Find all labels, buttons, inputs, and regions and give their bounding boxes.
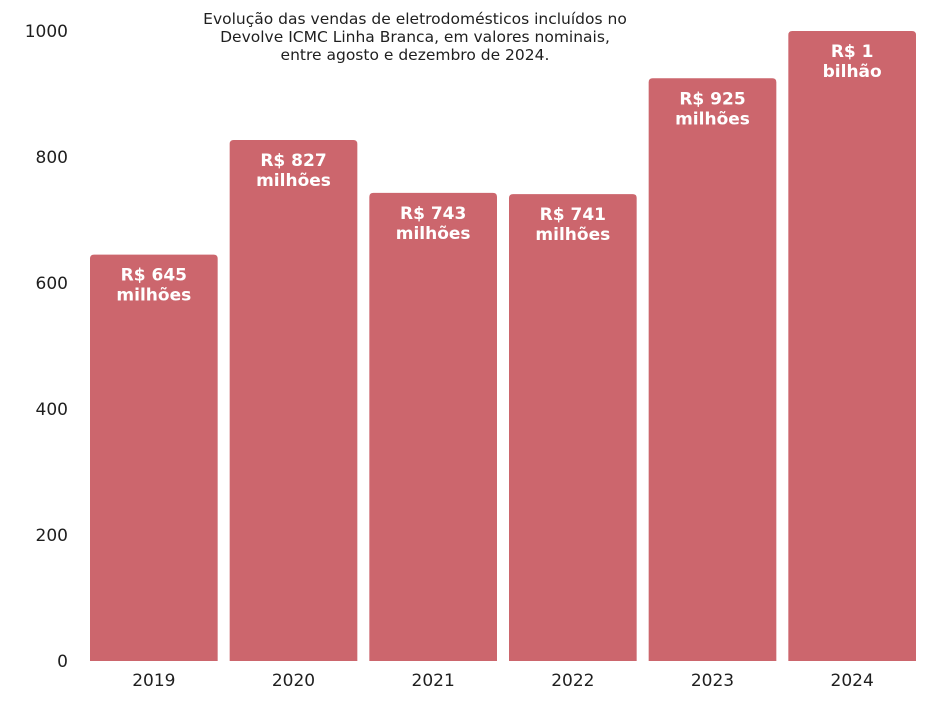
- chart-title-line-3: entre agosto e dezembro de 2024.: [280, 46, 550, 64]
- bar-2024: [788, 31, 916, 661]
- x-tick-label: 2023: [691, 671, 734, 691]
- bar-value-label: R$ 743: [400, 204, 466, 224]
- x-tick-label: 2024: [831, 671, 874, 691]
- y-tick-label: 800: [36, 148, 68, 168]
- y-axis: 0 200 400 600 800 1000: [25, 22, 68, 672]
- bar-value-label: milhões: [535, 225, 610, 245]
- bar-value-label: milhões: [396, 224, 471, 244]
- bar-value-label: R$ 645: [121, 266, 187, 286]
- bar-value-label: milhões: [675, 109, 750, 129]
- bars: [90, 31, 916, 662]
- x-tick-label: 2020: [272, 671, 315, 691]
- y-tick-label: 400: [36, 400, 68, 420]
- bar-2023: [648, 78, 777, 661]
- y-tick-label: 1000: [25, 22, 68, 42]
- y-tick-label: 0: [57, 652, 68, 672]
- x-tick-label: 2019: [132, 671, 175, 691]
- chart-title-line-1: Evolução das vendas de eletrodomésticos …: [203, 10, 627, 28]
- bar-2019: [90, 254, 218, 661]
- bar-value-label: R$ 925: [679, 89, 745, 109]
- bar-value-label: R$ 827: [260, 151, 326, 171]
- chart-title-line-2: Devolve ICMC Linha Branca, em valores no…: [220, 28, 610, 46]
- bar-value-label: milhões: [256, 171, 331, 191]
- x-axis: 2019 2020 2021 2022 2023 2024: [132, 671, 874, 691]
- bar-value-label: R$ 741: [540, 205, 606, 225]
- chart-title: Evolução das vendas de eletrodomésticos …: [90, 10, 740, 64]
- bar-value-label: bilhão: [823, 62, 882, 82]
- bar-2022: [509, 194, 637, 662]
- y-tick-label: 600: [36, 274, 68, 294]
- bar-value-label: milhões: [116, 286, 191, 306]
- x-tick-label: 2022: [551, 671, 594, 691]
- bar-2021: [369, 192, 497, 661]
- x-tick-label: 2021: [412, 671, 455, 691]
- y-tick-label: 200: [36, 526, 68, 546]
- bar-value-label: R$ 1: [831, 42, 874, 62]
- bar-2020: [229, 139, 358, 662]
